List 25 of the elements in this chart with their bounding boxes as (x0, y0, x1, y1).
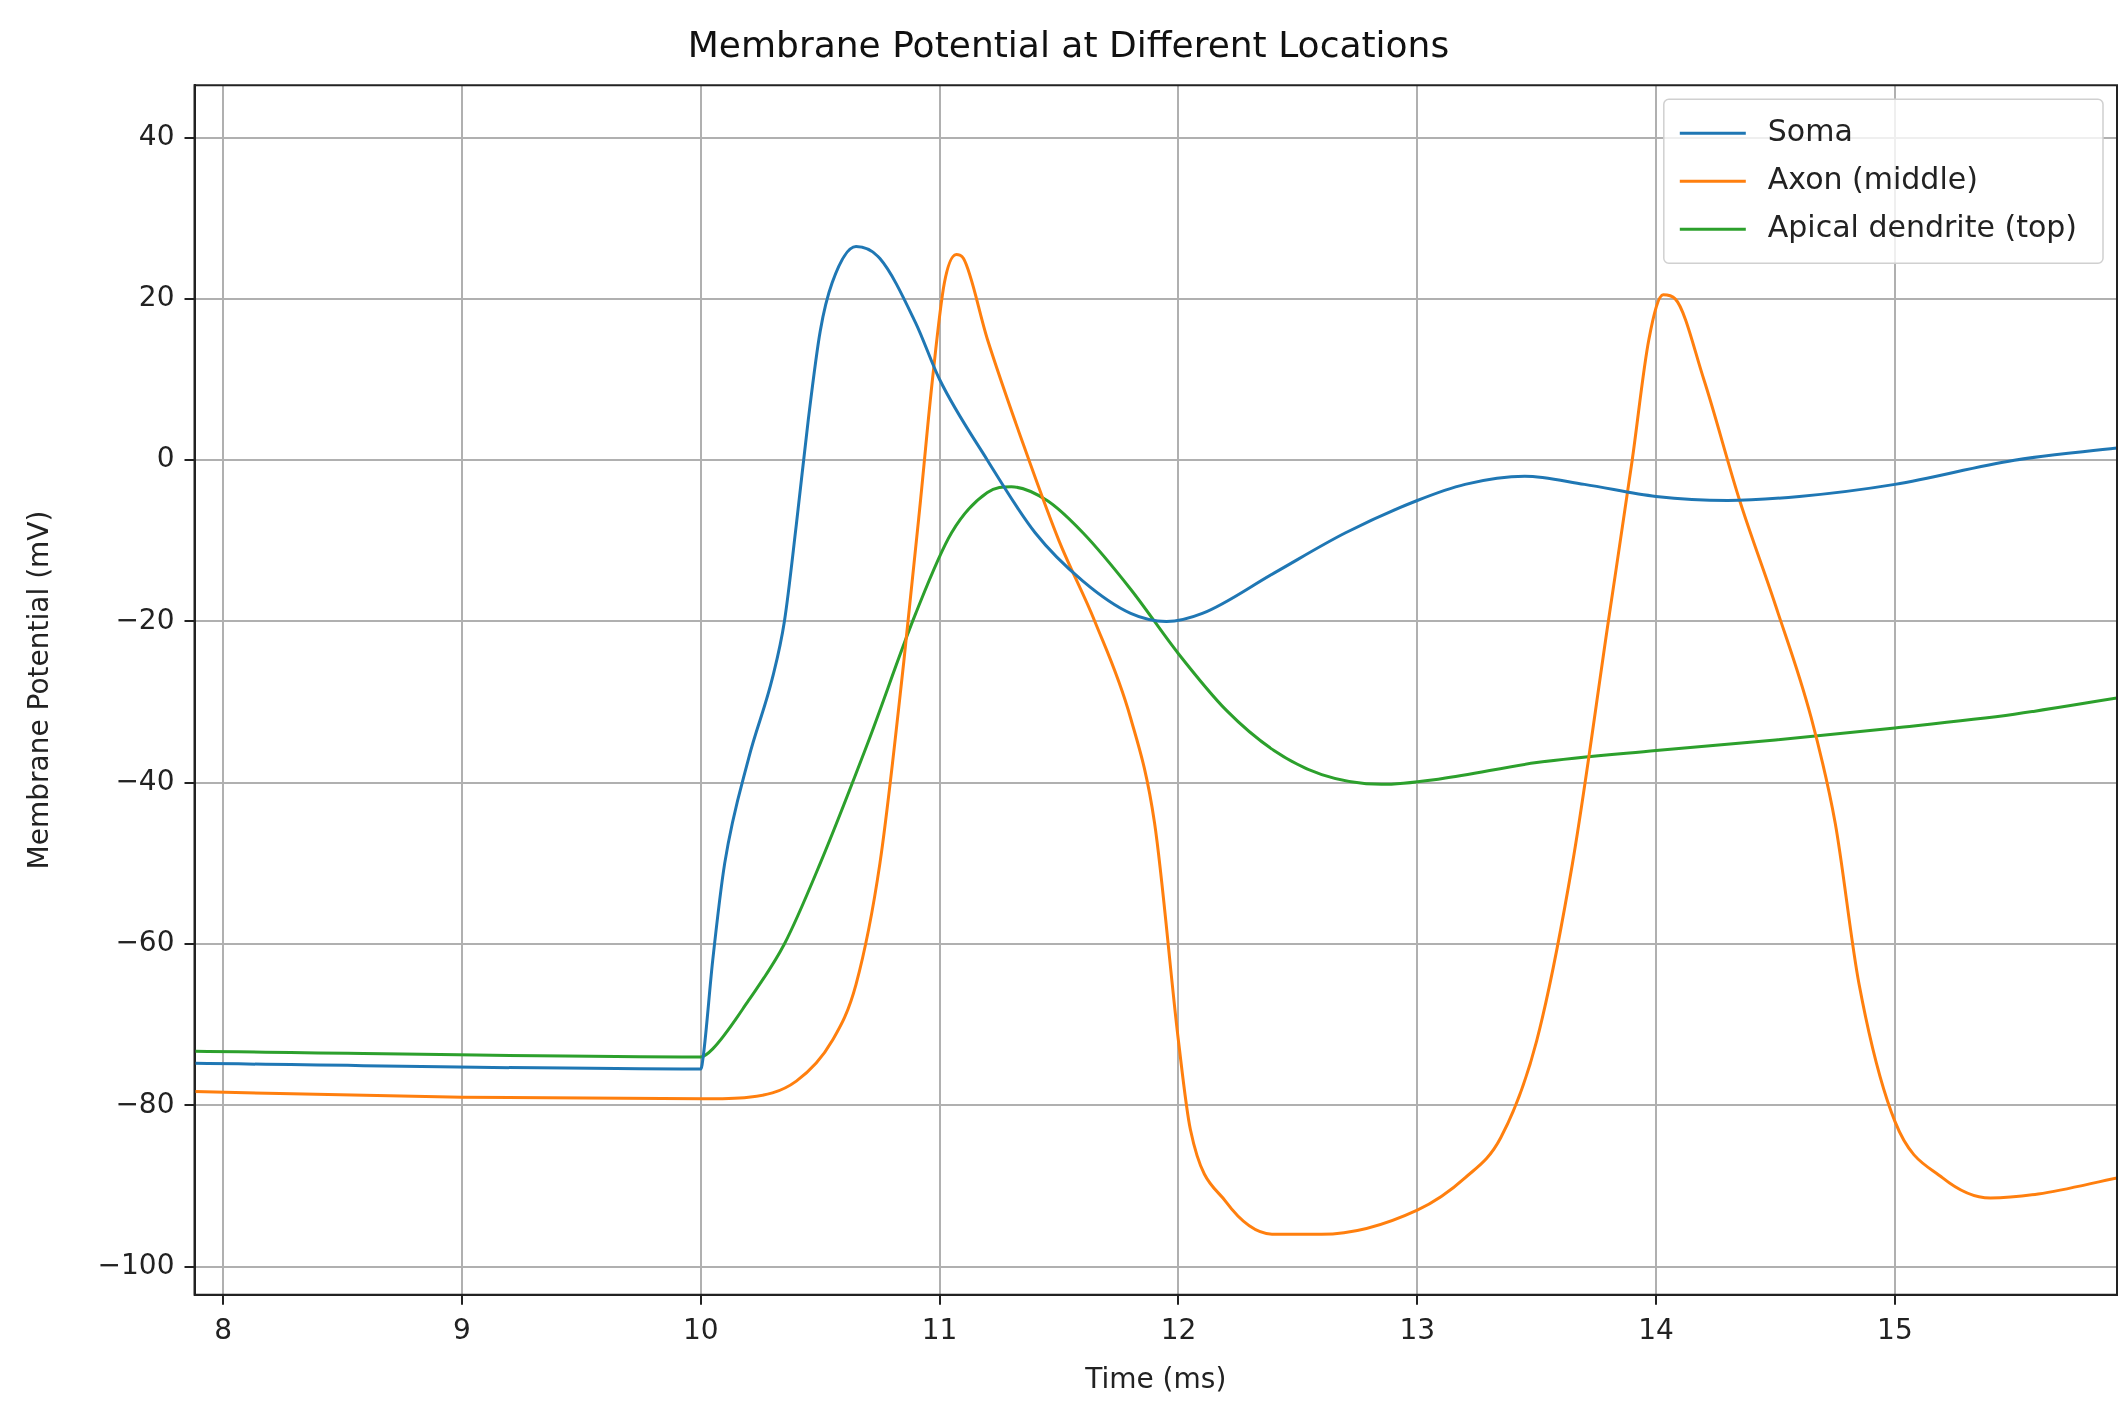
line-series (194, 253, 2117, 1236)
legend-label: Soma (1767, 113, 1853, 148)
x-tick-label: 9 (453, 1312, 471, 1346)
y-tick-label: −60 (115, 925, 175, 959)
legend-label: Axon (middle) (1767, 161, 1978, 196)
x-tick-label: 15 (1877, 1312, 1913, 1346)
y-tick-label: −40 (115, 764, 175, 798)
x-tick-label: 12 (1160, 1312, 1197, 1346)
x-tick-label: 10 (682, 1312, 719, 1346)
x-tick-label: 14 (1638, 1312, 1674, 1346)
x-tick-label: 11 (921, 1312, 958, 1346)
y-tick-label: 0 (156, 441, 175, 475)
legend-label: Apical dendrite (top) (1767, 209, 2077, 244)
y-tick-label: 40 (138, 118, 175, 152)
chart-title: Membrane Potential at Different Locations (687, 23, 1450, 65)
x-axis-title: Time (ms) (1084, 1362, 1227, 1396)
y-tick-label: −20 (115, 602, 175, 636)
y-tick-label: 20 (138, 280, 175, 314)
x-tick-label: 8 (214, 1312, 233, 1346)
y-tick-label: −100 (97, 1247, 175, 1281)
y-axis-title: Membrane Potential (mV) (22, 510, 56, 870)
x-tick-label: 13 (1399, 1312, 1436, 1346)
line-series (194, 244, 2117, 1071)
line-series (194, 485, 2117, 1059)
y-tick-label: −80 (115, 1086, 175, 1120)
